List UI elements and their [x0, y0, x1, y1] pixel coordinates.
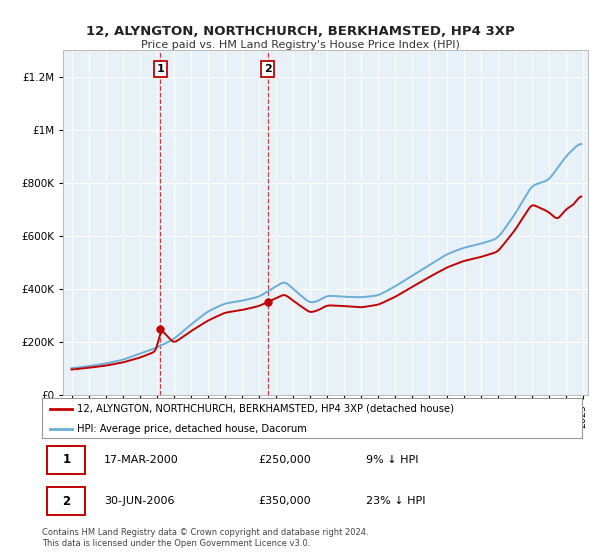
Text: 30-JUN-2006: 30-JUN-2006 — [104, 496, 175, 506]
FancyBboxPatch shape — [47, 487, 85, 515]
FancyBboxPatch shape — [47, 446, 85, 474]
Text: 17-MAR-2000: 17-MAR-2000 — [104, 455, 179, 465]
Text: £350,000: £350,000 — [258, 496, 311, 506]
Text: 2: 2 — [263, 64, 271, 74]
Text: 9% ↓ HPI: 9% ↓ HPI — [366, 455, 419, 465]
Text: 12, ALYNGTON, NORTHCHURCH, BERKHAMSTED, HP4 3XP (detached house): 12, ALYNGTON, NORTHCHURCH, BERKHAMSTED, … — [77, 404, 454, 414]
Text: This data is licensed under the Open Government Licence v3.0.: This data is licensed under the Open Gov… — [42, 539, 310, 548]
Text: Price paid vs. HM Land Registry's House Price Index (HPI): Price paid vs. HM Land Registry's House … — [140, 40, 460, 50]
Text: 2: 2 — [62, 494, 70, 508]
Text: HPI: Average price, detached house, Dacorum: HPI: Average price, detached house, Daco… — [77, 424, 307, 434]
Text: 12, ALYNGTON, NORTHCHURCH, BERKHAMSTED, HP4 3XP: 12, ALYNGTON, NORTHCHURCH, BERKHAMSTED, … — [86, 25, 514, 38]
Text: Contains HM Land Registry data © Crown copyright and database right 2024.: Contains HM Land Registry data © Crown c… — [42, 528, 368, 537]
Text: 1: 1 — [157, 64, 164, 74]
Text: 1: 1 — [62, 453, 70, 466]
Text: 23% ↓ HPI: 23% ↓ HPI — [366, 496, 425, 506]
Text: £250,000: £250,000 — [258, 455, 311, 465]
